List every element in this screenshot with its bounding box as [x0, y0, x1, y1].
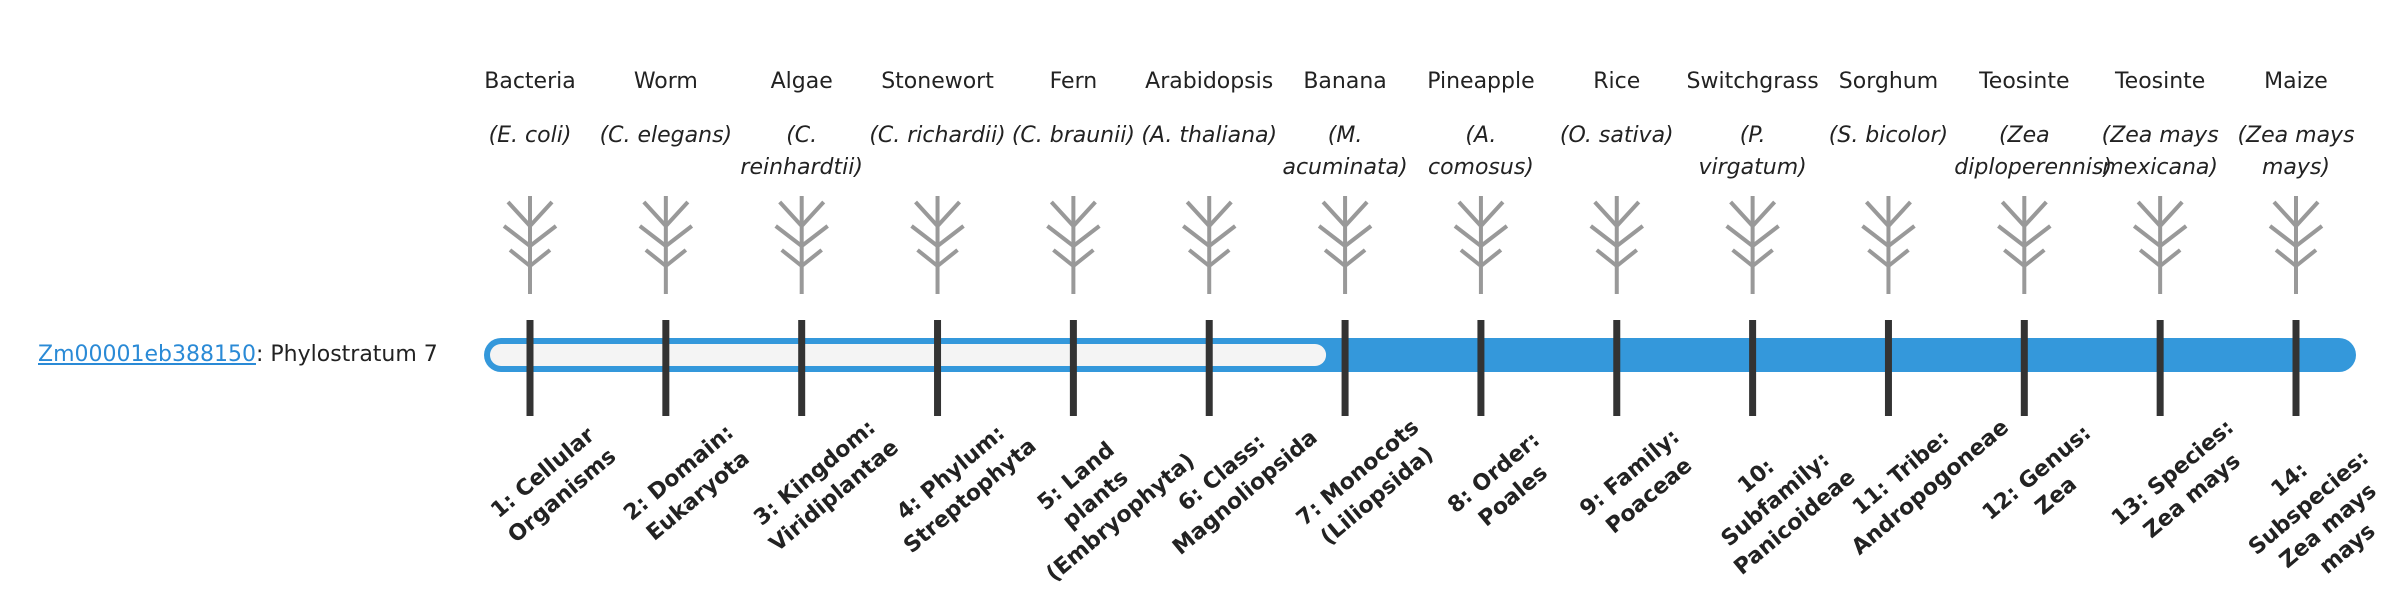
organism-drawing [1317, 196, 1373, 294]
organism-species: (C. braunii) [1011, 123, 1135, 148]
organism-name: Worm [633, 69, 698, 94]
timeline [484, 196, 2356, 416]
organism-image [1997, 196, 2052, 294]
organism-image [638, 196, 694, 294]
gene-stratum: : Phylostratum 7 [255, 342, 438, 367]
organism-image [1589, 196, 1644, 294]
organism-species: (Zea mays mays) [2237, 123, 2355, 180]
organism-image [1182, 196, 1237, 294]
organism-image [1453, 196, 1509, 294]
organism-species: (M. acuminata) [1282, 123, 1408, 180]
organism-species: (C. richardii) [869, 123, 1006, 148]
organism-drawing [774, 196, 829, 294]
organism-species: (Zea diploperennis) [1954, 123, 2113, 180]
phylostratum-view: Zm00001eb388150: Phylostratum 7 Bacteria… [38, 69, 2382, 587]
organism-species: (C. elegans) [599, 123, 733, 148]
organism-image [2268, 196, 2324, 294]
organism-species: (A. comosus) [1427, 123, 1534, 180]
organism-species: (E. coli) [488, 123, 572, 148]
organism-name: Arabidopsis [1145, 69, 1274, 94]
organism-drawing [1046, 196, 1101, 294]
organism-drawing [2268, 196, 2324, 294]
organism-name: Algae [770, 69, 833, 94]
organism-drawing [910, 196, 965, 294]
organism-image [502, 196, 558, 294]
organism-name: Switchgrass [1686, 69, 1819, 94]
organism-name: Pineapple [1427, 69, 1535, 94]
organism-image [774, 196, 829, 294]
organism-species: (A. thaliana) [1141, 123, 1278, 148]
organism-drawing [1589, 196, 1644, 294]
organism-name: Bacteria [484, 69, 576, 94]
organism-name: Stonewort [881, 69, 994, 94]
gene-link[interactable]: Zm00001eb388150 [38, 342, 256, 367]
organism-species: (C. reinhardtii) [740, 123, 863, 180]
organism-name: Teosinte [2114, 69, 2206, 94]
organism-drawing [638, 196, 694, 294]
gene-label: Zm00001eb388150: Phylostratum 7 [38, 338, 438, 372]
organism-image [1725, 196, 1780, 294]
organism-drawing [1997, 196, 2052, 294]
organism-drawing [1725, 196, 1780, 294]
organism-image [1317, 196, 1373, 294]
organism-drawing [2132, 196, 2188, 294]
organism-name: Rice [1593, 69, 1641, 94]
organism-drawing [1182, 196, 1237, 294]
organism-drawing [1861, 196, 1916, 294]
organism-name: Teosinte [1979, 69, 2070, 94]
organism-image [1046, 196, 1101, 294]
organism-image [1861, 196, 1916, 294]
organism-name: Banana [1303, 69, 1387, 94]
organism-name: Fern [1049, 69, 1098, 94]
bar-empty-cap [501, 344, 1327, 366]
organism-species: (P. virgatum) [1698, 123, 1807, 180]
organism-name: Sorghum [1838, 69, 1939, 94]
organism-drawing [1453, 196, 1509, 294]
organism-image [910, 196, 965, 294]
organism-species: (O. sativa) [1559, 123, 1674, 148]
organism-image [2132, 196, 2188, 294]
organism-species: (S. bicolor) [1828, 123, 1949, 148]
organism-name: Maize [2264, 69, 2328, 94]
organism-species: (Zea mays mexicana) [2101, 123, 2219, 180]
organism-drawing [502, 196, 558, 294]
